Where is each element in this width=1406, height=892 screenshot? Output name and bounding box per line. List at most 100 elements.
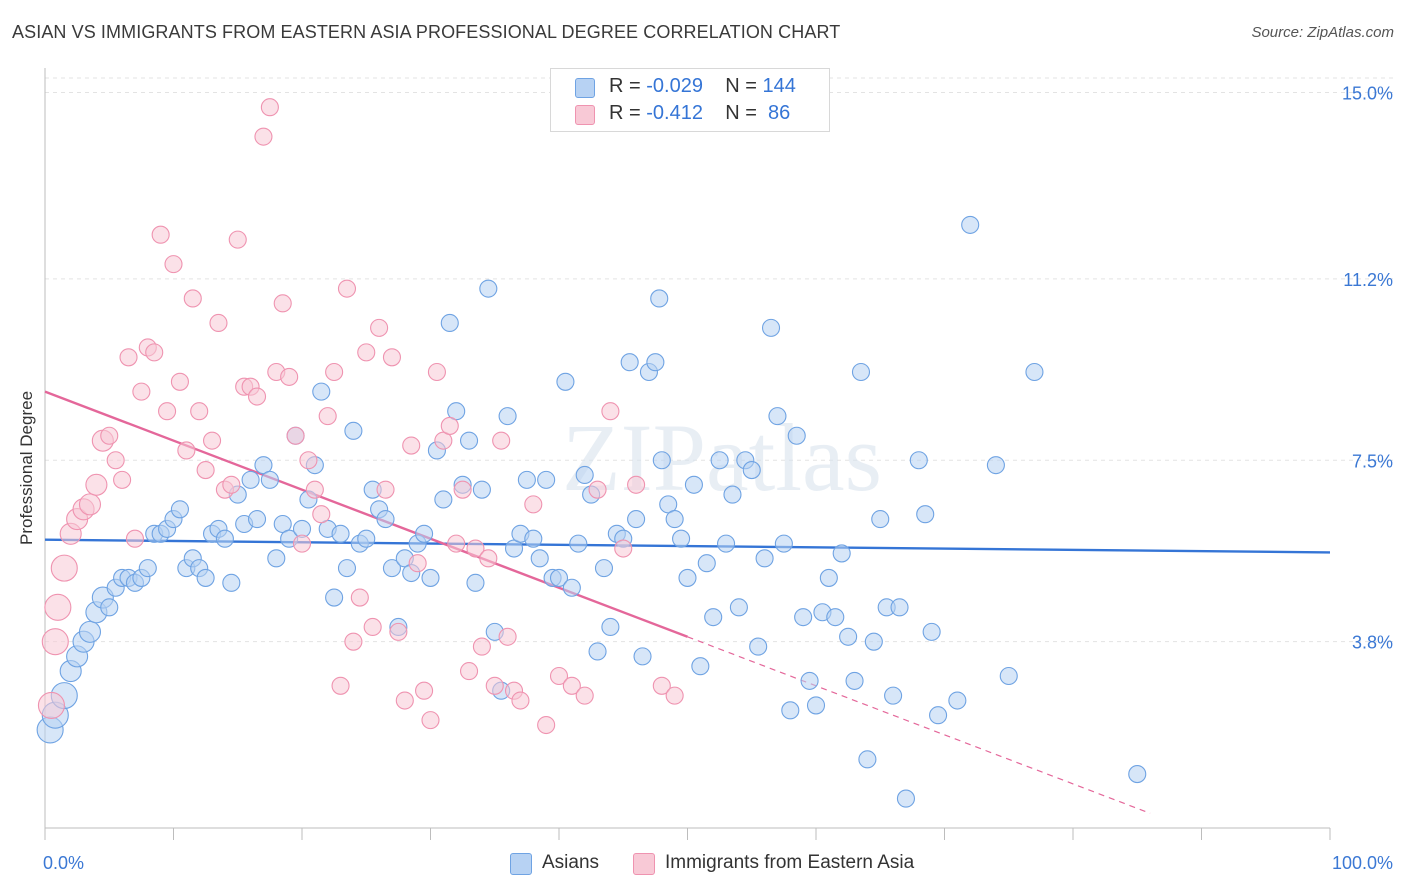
- asian-point: [871, 510, 890, 529]
- asian-point: [864, 632, 883, 651]
- legend-n-value: 144: [762, 75, 796, 97]
- asian-point: [196, 568, 215, 587]
- immigrant-point: [382, 348, 402, 367]
- asian-point: [498, 407, 517, 426]
- immigrant-point: [50, 554, 78, 582]
- immigrant-point: [453, 480, 472, 499]
- immigrant-point: [370, 318, 389, 337]
- asian-point: [357, 529, 376, 548]
- asian-point: [601, 617, 620, 637]
- asian-point: [749, 637, 768, 656]
- asian-point: [440, 313, 459, 333]
- immigrant-point: [41, 628, 69, 656]
- immigrant-point: [389, 622, 408, 641]
- immigrant-point: [164, 255, 183, 274]
- asian-point: [100, 598, 119, 617]
- asian-point: [633, 647, 652, 666]
- asian-point: [325, 588, 344, 607]
- asian-point: [1128, 765, 1147, 784]
- immigrant-point: [119, 348, 138, 367]
- asian-point: [768, 407, 787, 426]
- immigrant-point: [376, 480, 395, 499]
- asian-point: [896, 789, 916, 808]
- immigrant-point: [440, 416, 459, 435]
- legend-swatch-immigrants: [575, 105, 595, 125]
- chart-title: ASIAN VS IMMIGRANTS FROM EASTERN ASIA PR…: [12, 22, 841, 42]
- y-tick-label: 11.2%: [1343, 270, 1393, 290]
- immigrant-point: [106, 451, 125, 470]
- asian-point: [890, 598, 909, 617]
- immigrant-point: [196, 461, 215, 480]
- immigrant-point: [305, 480, 324, 499]
- asian-point: [761, 318, 781, 337]
- asian-point: [710, 451, 729, 470]
- immigrant-point: [203, 431, 222, 450]
- y-tick-label: 7.5%: [1352, 451, 1393, 471]
- immigrant-point: [318, 407, 337, 426]
- asian-point: [646, 353, 665, 372]
- immigrant-point: [325, 362, 344, 382]
- legend-r-value: -0.029: [646, 75, 703, 97]
- immigrant-point: [588, 480, 607, 499]
- asian-point: [556, 372, 575, 391]
- asian-point: [575, 465, 594, 485]
- asian-point: [826, 608, 845, 627]
- immigrant-point: [427, 362, 446, 382]
- asian-point: [588, 642, 607, 661]
- immigrant-point: [627, 475, 646, 494]
- asian-point: [800, 671, 819, 690]
- immigrant-point: [177, 441, 196, 460]
- asian-point: [78, 620, 102, 643]
- asian-point: [684, 475, 703, 494]
- correlation-legend: R = -0.029 N = 144 R = -0.412 N = 86: [550, 68, 830, 132]
- legend-n-label: N =: [725, 75, 763, 97]
- immigrant-point: [85, 473, 108, 496]
- asian-point: [466, 573, 485, 592]
- asian-point: [376, 510, 395, 529]
- immigrant-trend-extension: [687, 636, 1151, 814]
- immigrant-point: [170, 372, 189, 391]
- asian-point: [723, 485, 742, 504]
- immigrant-point: [37, 691, 65, 719]
- asian-point: [138, 559, 157, 578]
- asian-point: [742, 461, 761, 480]
- immigrant-point: [183, 289, 202, 308]
- legend-n-label: N =: [725, 102, 763, 124]
- asian-point: [774, 534, 793, 553]
- immigrant-point: [190, 402, 209, 421]
- asian-point: [922, 622, 941, 641]
- legend-r-label: R =: [609, 75, 647, 97]
- asian-point: [337, 559, 357, 578]
- asian-point: [650, 289, 669, 308]
- immigrant-point: [415, 681, 434, 700]
- immigrant-point: [260, 98, 279, 117]
- asian-point: [716, 534, 736, 553]
- trend-lines: [44, 390, 1331, 814]
- immigrant-point: [402, 436, 421, 455]
- immigrant-point: [100, 426, 119, 445]
- immigrant-point: [357, 343, 376, 362]
- immigrant-point: [601, 402, 620, 421]
- asian-point: [260, 470, 279, 489]
- asian-point: [627, 510, 646, 529]
- immigrant-point: [485, 676, 504, 695]
- asian-point: [999, 666, 1018, 686]
- asian-point: [697, 554, 716, 573]
- asian-point: [569, 534, 588, 553]
- immigrant-point: [614, 539, 633, 558]
- immigrant-point: [537, 715, 556, 735]
- asian-point: [929, 706, 948, 725]
- asian-point: [729, 598, 748, 617]
- asian-point: [620, 353, 639, 372]
- immigrant-point: [511, 691, 530, 710]
- immigrant-point: [254, 127, 273, 146]
- immigrant-point: [113, 470, 132, 489]
- asian-point: [331, 524, 350, 543]
- asian-point: [312, 382, 331, 401]
- bottom-legend-label-asians: Asians: [542, 852, 600, 873]
- asian-point: [479, 279, 498, 298]
- legend-r-label: R =: [609, 102, 647, 124]
- asian-point: [781, 701, 800, 720]
- immigrant-point: [151, 225, 170, 244]
- immigrant-point: [575, 686, 594, 705]
